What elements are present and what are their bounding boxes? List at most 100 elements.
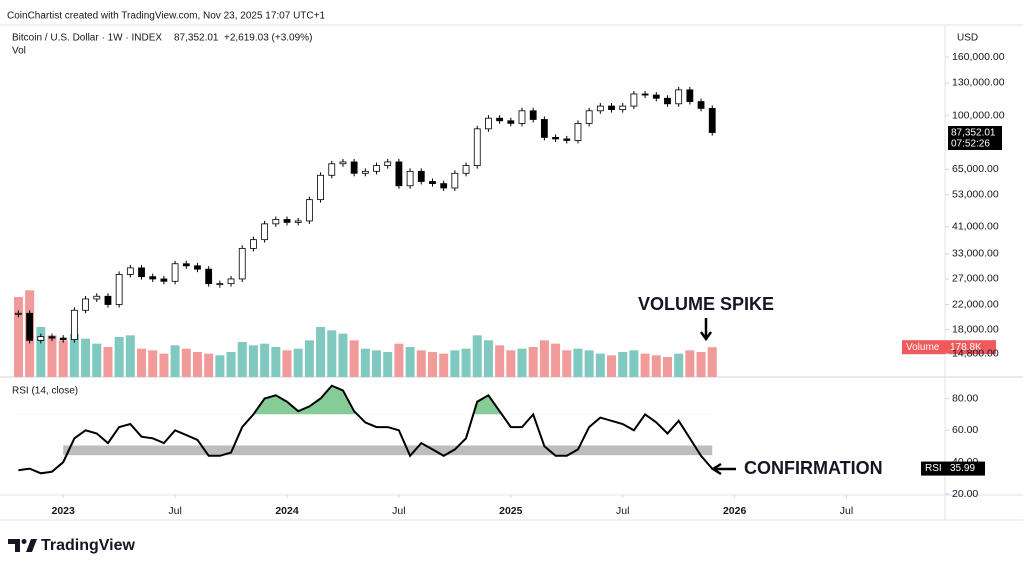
- candle-body: [205, 268, 213, 285]
- candle-body: [272, 219, 280, 225]
- candle-body: [384, 161, 392, 167]
- brand-logo: [8, 539, 37, 552]
- volume-bar: [662, 357, 672, 377]
- volume-bar: [405, 347, 415, 377]
- volume-bar: [506, 350, 516, 377]
- candle-body: [507, 120, 515, 124]
- y-tick-label: 22,000.00: [952, 298, 999, 310]
- volume-bar: [696, 352, 706, 377]
- candle-body: [552, 137, 559, 140]
- volume-bar: [338, 333, 348, 377]
- price-label: 87,352.01: [951, 128, 996, 139]
- candle-body: [93, 295, 101, 300]
- countdown: 07:52:26: [951, 139, 990, 150]
- candle-body: [440, 183, 448, 189]
- candle-body: [339, 161, 347, 165]
- candle-body: [496, 117, 504, 122]
- y-tick-label: 27,000.00: [952, 273, 999, 285]
- candle-body: [149, 276, 157, 280]
- candle-body: [619, 105, 627, 110]
- volume-bar: [461, 348, 471, 377]
- volume-bar: [640, 353, 650, 377]
- candle-body: [373, 165, 380, 172]
- rsi-label: RSI: [925, 463, 942, 474]
- price-label-box: [948, 126, 1002, 150]
- volume-bar: [495, 345, 505, 377]
- y-tick-label: 100,000.00: [952, 109, 1005, 121]
- y-tick-label: 14,800.00: [952, 348, 999, 360]
- candle-body: [675, 89, 683, 105]
- volume-bar: [226, 352, 236, 377]
- volume-spike-annotation: VOLUME SPIKE: [638, 294, 774, 314]
- volume-bar: [349, 340, 359, 377]
- y-tick-label: 160,000.00: [952, 51, 1005, 63]
- volume-bar: [539, 340, 549, 377]
- candle-body: [395, 161, 403, 187]
- volume-bar: [47, 335, 57, 377]
- volume-bar: [159, 353, 169, 377]
- volume-bar: [439, 353, 449, 377]
- candle-body: [585, 110, 593, 124]
- volume-bar: [707, 347, 717, 377]
- volume-bar: [528, 347, 538, 377]
- volume-bar: [293, 348, 303, 377]
- candle-body: [317, 174, 324, 201]
- candle-body: [485, 117, 492, 130]
- logo-slash: [26, 539, 37, 552]
- rsi-title: RSI (14, close): [12, 386, 78, 397]
- candle-body: [574, 122, 582, 141]
- volume-bar: [192, 352, 202, 377]
- last-price: 87,352.01: [174, 33, 219, 44]
- candle-body: [350, 161, 358, 174]
- volume-bar: [103, 347, 113, 377]
- volume-bar: [327, 330, 337, 377]
- attribution: CoinChartist created with TradingView.co…: [7, 11, 325, 22]
- y-tick-label: 33,000.00: [952, 248, 999, 260]
- volume-bar: [181, 348, 191, 377]
- x-tick-label: 2023: [52, 505, 76, 517]
- candle-body: [518, 110, 526, 124]
- candle-body: [462, 165, 470, 174]
- logo-mark: [8, 539, 20, 552]
- y-tick-label: 53,000.00: [952, 189, 999, 201]
- volume-value: 178.8K: [950, 342, 982, 353]
- volume-bar: [427, 352, 437, 377]
- volume-bar: [416, 350, 426, 377]
- candle-body: [182, 263, 190, 267]
- candle-body: [48, 336, 56, 339]
- candle-body: [563, 138, 571, 141]
- candle-body: [37, 336, 45, 341]
- candle-body: [115, 274, 123, 305]
- volume-bar: [81, 338, 91, 377]
- x-tick-label: 2025: [499, 505, 523, 517]
- logo-dot: [21, 539, 27, 544]
- support-band: [63, 445, 713, 456]
- volume-bar: [58, 340, 68, 377]
- volume-bar: [316, 327, 326, 377]
- volume-bar: [114, 337, 124, 377]
- x-tick-label: Jul: [168, 505, 181, 517]
- candle-body: [70, 309, 78, 341]
- volume-bar: [271, 347, 281, 377]
- volume-bar: [551, 343, 561, 377]
- volume-bar: [260, 343, 270, 377]
- candle-body: [194, 265, 201, 270]
- volume-legend: Vol: [12, 46, 26, 57]
- candle-body: [250, 239, 257, 249]
- volume-bar: [517, 348, 527, 377]
- volume-bar: [248, 345, 258, 377]
- rsi-value: 35.99: [950, 463, 975, 474]
- candle-body: [697, 101, 705, 109]
- symbol: Bitcoin / U.S. Dollar · 1W · INDEX: [12, 33, 162, 44]
- price-change: +2,619.03 (+3.09%): [224, 33, 312, 44]
- candle-body: [361, 170, 369, 174]
- candle-body: [15, 312, 22, 315]
- candle-body: [26, 312, 34, 341]
- volume-bar: [383, 352, 393, 377]
- y-tick-label: 60.00: [952, 424, 978, 436]
- volume-bar: [148, 350, 158, 377]
- confirmation-annotation: CONFIRMATION: [744, 458, 883, 478]
- volume-bar: [360, 348, 370, 377]
